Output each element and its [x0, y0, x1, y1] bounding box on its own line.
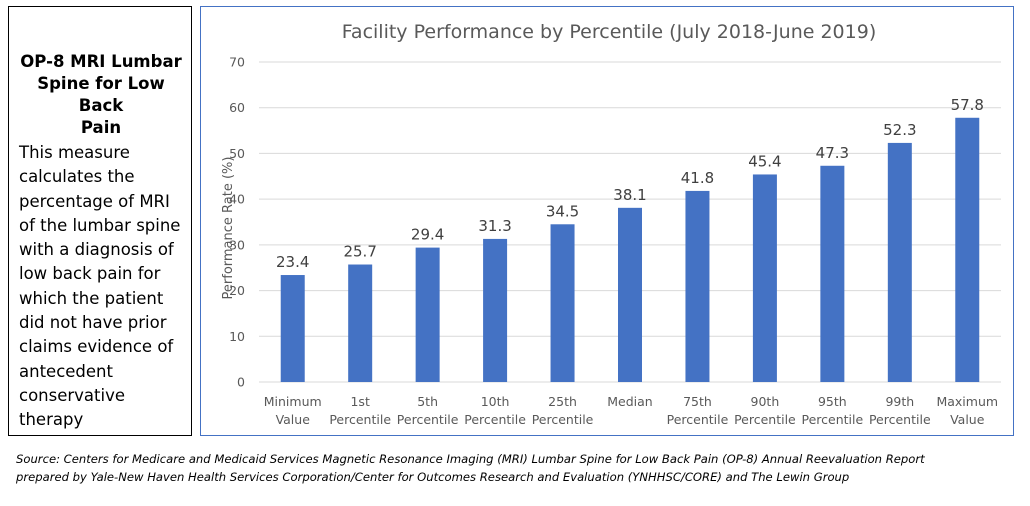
measure-title: OP-8 MRI Lumbar Spine for Low Back Pain: [19, 51, 183, 139]
x-axis-ticks: Minimum Value 1st Percentile 5th Percentile 10…: [264, 394, 998, 427]
measure-description: This measure calculates the percentage o…: [19, 141, 183, 433]
bar: [280, 275, 305, 382]
measure-title-line: Spine for Low Back: [37, 74, 165, 115]
y-tick-label: 30: [229, 237, 245, 252]
data-label: 25.7: [343, 243, 376, 261]
x-tick-label: 1st: [350, 394, 369, 409]
bar: [685, 190, 710, 382]
measure-title-line: Pain: [80, 118, 122, 137]
description-line: This measure: [19, 143, 130, 162]
x-tick-label: Percentile: [869, 412, 931, 427]
description-line: calculates the: [19, 167, 135, 187]
x-tick-label: 90th: [751, 394, 780, 409]
bar: [348, 264, 373, 382]
data-label: 52.3: [883, 121, 916, 139]
data-label: 34.5: [546, 202, 579, 220]
description-line: antecedent: [19, 361, 113, 381]
y-tick-label: 0: [237, 375, 245, 390]
description-line: of the lumbar spine: [19, 215, 181, 235]
chart-title: Facility Performance by Percentile (July…: [342, 21, 876, 43]
description-line: percentage of MRI: [19, 191, 170, 211]
bars: [280, 117, 980, 383]
x-tick-label: Percentile: [667, 412, 729, 427]
data-label: 57.8: [951, 96, 984, 114]
x-tick-label: 10th: [481, 394, 510, 409]
description-line: therapy: [19, 410, 84, 430]
bar: [483, 238, 508, 382]
data-labels: 23.4 25.7 29.4 31.3 34.5 38.1 41.8 45.4 47.3 52.3…: [276, 96, 984, 271]
y-tick-label: 50: [229, 146, 245, 161]
y-tick-label: 40: [229, 192, 245, 207]
x-tick-label: 75th: [683, 394, 712, 409]
bar: [415, 247, 440, 382]
description-line: with a diagnosis of: [19, 240, 174, 260]
x-tick-label: Maximum: [936, 394, 998, 409]
x-tick-label: 99th: [885, 394, 914, 409]
x-tick-label: Value: [950, 412, 985, 427]
x-tick-label: 5th: [417, 394, 438, 409]
description-line: low back pain for: [19, 264, 161, 284]
bar: [887, 142, 912, 382]
bar: [550, 224, 575, 382]
y-tick-label: 10: [229, 329, 245, 344]
description-line: conservative: [19, 385, 126, 405]
x-tick-label: Percentile: [397, 412, 459, 427]
bar-chart: Facility Performance by Percentile (July…: [221, 21, 1001, 427]
x-tick-label: 25th: [548, 394, 577, 409]
source-line: Source: Centers for Medicare and Medicai…: [16, 452, 925, 466]
y-tick-label: 60: [229, 100, 245, 115]
bar: [618, 207, 642, 382]
x-tick-label: Percentile: [464, 412, 526, 427]
x-tick-label: Percentile: [734, 412, 796, 427]
bar: [955, 117, 980, 383]
x-tick-label: Value: [276, 412, 311, 427]
x-tick-label: Percentile: [532, 412, 594, 427]
x-tick-label: Median: [607, 394, 652, 409]
description-line: did not have prior: [19, 313, 167, 333]
description-line: claims evidence of: [19, 337, 174, 357]
chart-panel: Facility Performance by Percentile (July…: [200, 6, 1014, 436]
bar: [820, 165, 845, 382]
data-label: 41.8: [681, 169, 714, 187]
source-line: prepared by Yale-New Haven Health Servic…: [16, 470, 850, 484]
x-tick-label: Percentile: [802, 412, 864, 427]
measure-description-panel: OP-8 MRI Lumbar Spine for Low Back Pain …: [8, 6, 192, 436]
x-tick-label: 95th: [818, 394, 847, 409]
y-tick-label: 20: [229, 283, 245, 298]
bar: [752, 174, 777, 382]
x-tick-label: Minimum: [264, 394, 322, 409]
data-label: 47.3: [816, 144, 849, 162]
y-axis-label: Performance Rate (%): [221, 157, 236, 300]
measure-title-line: OP-8 MRI Lumbar: [20, 52, 182, 71]
x-tick-label: Percentile: [329, 412, 391, 427]
data-label: 29.4: [411, 226, 444, 244]
data-label: 45.4: [748, 152, 781, 170]
data-label: 23.4: [276, 253, 309, 271]
description-line: which the patient: [19, 288, 164, 308]
source-note: Source: Centers for Medicare and Medicai…: [16, 450, 1016, 486]
y-axis-ticks: 0 10 20 30 40 50 60 70: [229, 55, 245, 390]
data-label: 38.1: [613, 186, 646, 204]
data-label: 31.3: [478, 217, 511, 235]
y-tick-label: 70: [229, 55, 245, 70]
